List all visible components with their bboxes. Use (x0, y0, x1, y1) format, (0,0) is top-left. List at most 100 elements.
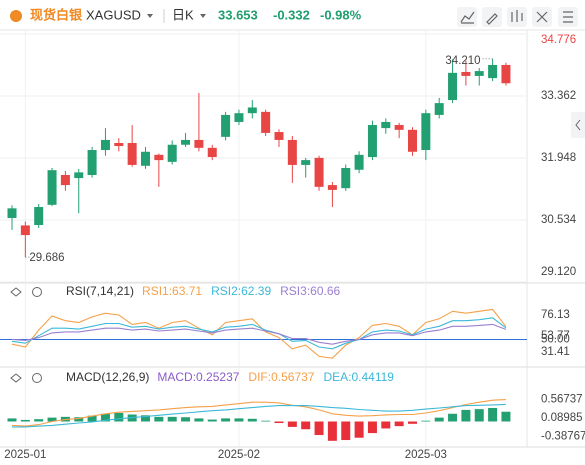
histogram-bar (327, 421, 337, 441)
candle-body (154, 154, 164, 161)
toggle-icon[interactable] (10, 373, 22, 383)
histogram-bar (408, 421, 417, 424)
histogram-bar (207, 419, 217, 422)
candle-body (461, 71, 471, 76)
histogram-bar (234, 418, 244, 422)
candle-body (20, 225, 30, 236)
dropdown-arrow[interactable] (147, 14, 153, 18)
x-tick-label: 2025-01 (4, 449, 46, 461)
settings-icon[interactable] (32, 373, 42, 383)
histogram-bar (167, 416, 177, 422)
histogram-bar (114, 412, 124, 422)
candle-body (421, 113, 431, 151)
x-tick-label: 2025-02 (218, 449, 260, 461)
candle-body (367, 125, 377, 158)
histogram-bar (154, 416, 164, 422)
candle-body (261, 111, 271, 133)
histogram-bar (194, 418, 204, 422)
histogram-bar (301, 421, 311, 430)
legend-entry: MACD:0.25237 (157, 370, 239, 384)
annotation-label: 29.686 (29, 252, 64, 264)
histogram-bar (341, 421, 351, 441)
candle-body (87, 150, 97, 176)
histogram-bar (314, 421, 324, 436)
candle-body (434, 103, 444, 115)
settings-icon[interactable] (32, 287, 42, 297)
symbol[interactable]: XAGUSD (86, 7, 141, 22)
candle-body (408, 129, 417, 152)
histogram-bar (100, 413, 110, 422)
x-tick-label: 2025-03 (405, 449, 447, 461)
candle-body (114, 142, 124, 147)
candle-body (274, 132, 284, 140)
indicator-line (11, 308, 507, 359)
histogram-bar (74, 417, 84, 422)
legend-entry: DEA:0.44119 (323, 370, 394, 384)
legend-entry: RSI1:63.71 (142, 284, 202, 298)
tool-icon (486, 13, 498, 25)
histogram-bar (7, 418, 17, 422)
legend-entry: RSI3:60.66 (280, 284, 340, 298)
price: 33.653 (218, 7, 258, 22)
histogram-bar (181, 417, 191, 422)
candle-body (141, 151, 150, 166)
candle-body (127, 142, 137, 165)
candle-body (327, 185, 337, 190)
candle-body (488, 64, 498, 79)
candle-body (287, 139, 297, 165)
candle-body (207, 147, 217, 158)
histogram-bar (448, 413, 458, 422)
candle-body (394, 125, 404, 130)
indicator-title: MACD(12,26,9) (66, 370, 149, 384)
legend-entry: RSI2:62.39 (211, 284, 271, 298)
histogram-bar (394, 421, 404, 427)
histogram-bar (87, 415, 97, 422)
histogram-bar (474, 409, 484, 422)
y-tick-label: 0.56737 (541, 394, 583, 406)
candle-body (381, 121, 391, 129)
histogram-bar (221, 418, 231, 422)
histogram-bar (47, 417, 57, 422)
y-tick-label: 29.120 (541, 266, 576, 278)
histogram-bar (354, 421, 364, 438)
period[interactable]: 日K (172, 7, 194, 22)
candle-body (448, 72, 458, 101)
tool-icon (460, 11, 475, 24)
toggle-icon[interactable] (10, 287, 22, 297)
candle-body (474, 71, 484, 76)
collapse-icon (575, 119, 581, 131)
histogram-bar (34, 419, 44, 422)
candle-body (341, 167, 351, 189)
candle-body (194, 139, 204, 148)
change: -0.332 (273, 7, 310, 22)
collapse-button[interactable] (571, 112, 585, 138)
candle-body (34, 207, 44, 225)
candle-body (60, 175, 70, 186)
y-tick-label: 50.00 (541, 333, 570, 345)
histogram-bar (261, 420, 271, 422)
y-tick-label: 30.534 (541, 214, 577, 226)
histogram-bar (367, 421, 377, 434)
indicator-line (11, 317, 507, 350)
y-tick-label: -0.38767 (541, 431, 585, 443)
candle-body (47, 170, 57, 205)
candle-body (74, 172, 84, 179)
annotation-label: 34.210 (445, 55, 480, 67)
histogram-bar (488, 407, 498, 422)
tool-icon (511, 10, 523, 22)
y-tick-label: 0.08985 (541, 412, 583, 424)
candle-body (167, 144, 177, 162)
y-tick-label: 31.948 (541, 152, 576, 164)
dropdown-arrow[interactable] (200, 14, 206, 18)
candle-body (354, 154, 364, 170)
y-tick-label: 31.41 (541, 346, 570, 358)
y-tick-label: 76.13 (541, 309, 570, 321)
histogram-bar (434, 417, 444, 422)
legend-entry: DIF:0.56737 (248, 370, 314, 384)
indicator-title: RSI(7,14,21) (66, 284, 134, 298)
tool-icon (563, 11, 573, 23)
candle-body (221, 114, 231, 137)
y-tick-label: 33.362 (541, 90, 576, 102)
